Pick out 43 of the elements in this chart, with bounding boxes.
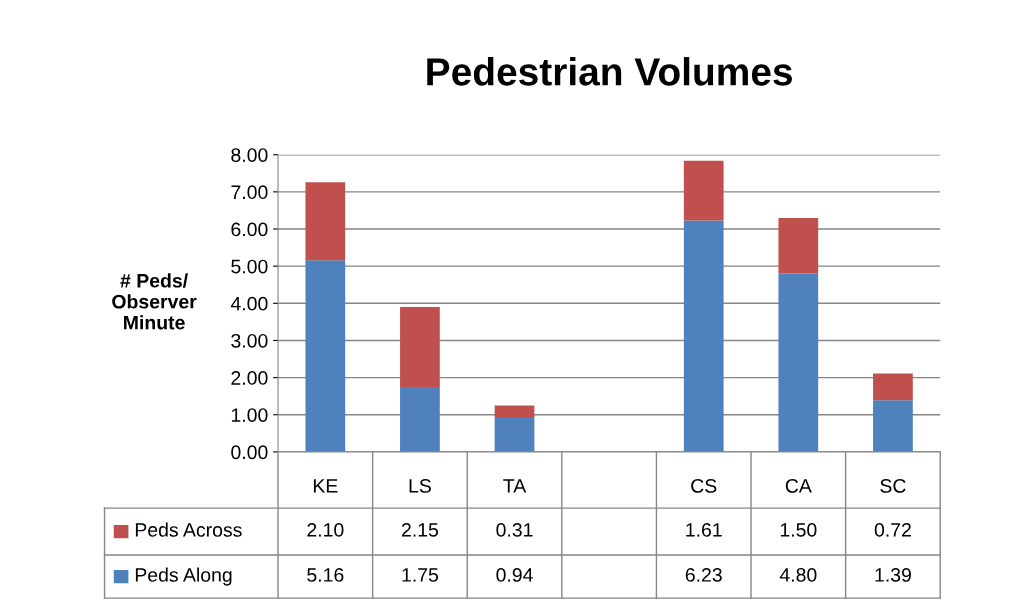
legend-label: Peds Across [135,522,242,537]
data-label: 4.80 [779,568,817,582]
data-label: 0.72 [874,523,911,537]
bar [873,400,913,452]
bar [400,386,440,452]
bar [494,416,535,452]
y-tick-label: 5.00 [231,259,268,274]
data-label: 5.16 [307,568,344,582]
data-label: 1.75 [402,568,439,582]
y-tick-label: 0.00 [231,445,268,460]
bar [778,273,819,452]
x-tick-label: TA [503,479,527,493]
data-label: 1.39 [875,568,911,582]
data-label: 0.94 [496,568,533,582]
bar [683,160,724,221]
bar [400,307,440,387]
bar [873,373,913,401]
chart-title: Pedestrian Volumes [427,57,792,86]
data-label: 2.10 [307,523,344,537]
y-tick-label: 4.00 [230,296,268,311]
data-label: 1.61 [686,523,722,537]
data-label: 2.15 [401,523,439,537]
bar [305,260,346,452]
x-tick-label: CA [785,479,812,493]
bar [683,220,724,452]
y-tick-label: 2.00 [231,371,268,385]
y-tick-label: 7.00 [231,185,268,200]
y-tick-label: 1.00 [231,408,268,422]
x-tick-label: LS [409,479,431,493]
y-tick-label: 6.00 [231,222,268,237]
y-tick-label: 8.00 [231,148,268,162]
x-tick-label: CS [691,479,717,493]
legend-label: Peds Along [135,567,232,586]
y-axis-title: # Peds/ Observer Minute [112,273,197,330]
bar [494,405,535,417]
x-tick-label: KE [313,479,338,493]
y-tick-label: 3.00 [231,333,268,348]
data-label: 0.31 [496,523,533,537]
x-tick-label: SC [880,479,906,493]
data-label: 6.23 [685,568,722,582]
bar [778,217,819,274]
data-label: 1.50 [780,523,817,537]
bar [305,182,346,261]
